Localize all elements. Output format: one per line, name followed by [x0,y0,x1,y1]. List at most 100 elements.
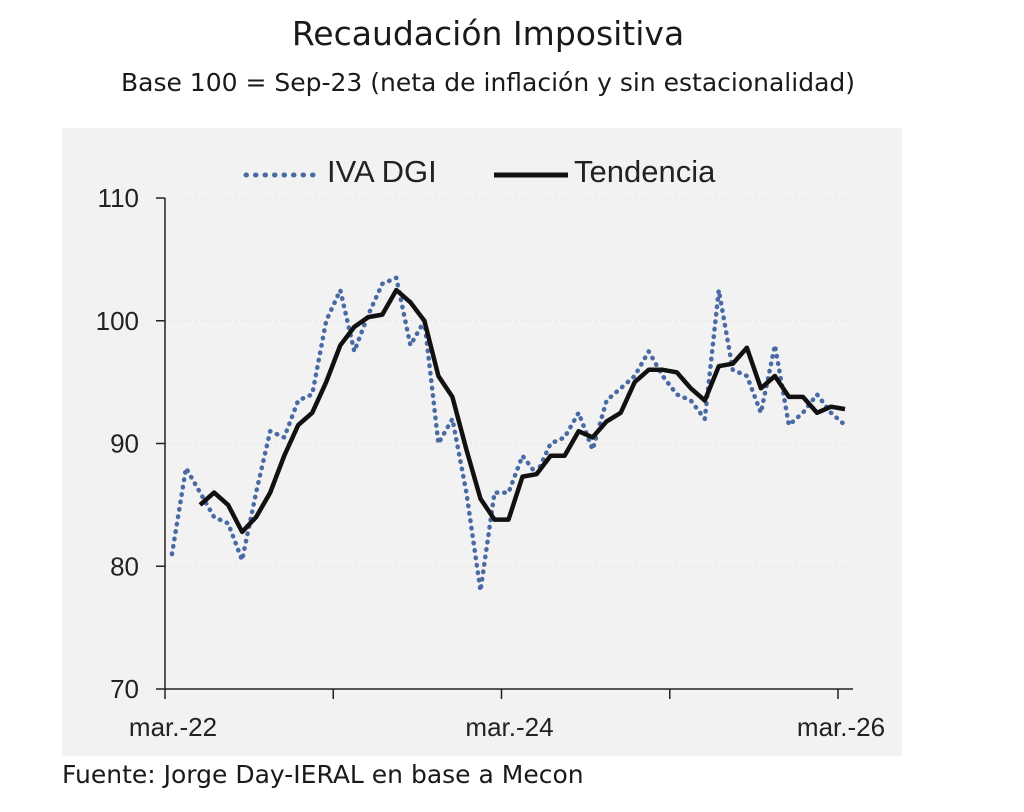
point-iva-dgi-9 [298,400,299,401]
chart-subtitle: Base 100 = Sep-23 (neta de inflación y s… [120,68,856,97]
point-iva-dgi-47 [830,412,831,413]
point-tendencia-36 [704,400,705,401]
point-tendencia-12 [368,317,369,318]
point-iva-dgi-35 [662,375,663,376]
point-tendencia-30 [620,412,621,413]
point-tendencia-27 [578,431,579,432]
axes: 70 80 90 100 110 mar.-22 mar.-24 mar.-26 [96,183,885,742]
point-iva-dgi-43 [774,345,775,346]
point-iva-dgi-40 [732,369,733,370]
point-tendencia-34 [676,372,677,373]
point-iva-dgi-3 [214,517,215,518]
point-iva-dgi-44 [788,425,789,426]
point-iva-dgi-29 [578,412,579,413]
point-tendencia-3 [242,531,243,532]
point-tendencia-45 [830,406,831,407]
point-iva-dgi-19 [438,443,439,444]
point-tendencia-31 [634,382,635,383]
point-iva-dgi-30 [592,449,593,450]
series-line-tendencia [198,287,846,535]
y-tick-label-100: 100 [96,306,139,336]
point-tendencia-42 [788,396,789,397]
point-iva-dgi-15 [382,283,383,284]
y-tick-label-80: 80 [110,551,139,581]
point-tendencia-24 [536,474,537,475]
point-iva-dgi-21 [466,492,467,493]
point-iva-dgi-4 [228,523,229,524]
point-iva-dgi-6 [256,492,257,493]
point-tendencia-44 [816,412,817,413]
point-iva-dgi-37 [690,400,691,401]
point-tendencia-43 [802,396,803,397]
point-tendencia-32 [648,369,649,370]
point-tendencia-22 [508,519,509,520]
point-iva-dgi-13 [354,351,355,352]
y-tick-label-90: 90 [110,429,139,459]
point-tendencia-11 [354,326,355,327]
point-iva-dgi-31 [606,400,607,401]
point-tendencia-35 [690,388,691,389]
point-tendencia-25 [550,455,551,456]
point-iva-dgi-38 [704,418,705,419]
point-tendencia-37 [718,366,719,367]
point-tendencia-15 [410,302,411,303]
point-iva-dgi-10 [312,394,313,395]
plot-panel [62,128,902,756]
legend: IVA DGI Tendencia [243,154,716,189]
point-tendencia-29 [606,421,607,422]
x-tick-label-mar-24: mar.-24 [465,712,553,742]
series-line-iva-dgi [169,275,848,594]
point-iva-dgi-36 [676,394,677,395]
point-iva-dgi-25 [522,455,523,456]
point-iva-dgi-45 [802,412,803,413]
point-tendencia-5 [270,492,271,493]
point-tendencia-4 [256,517,257,518]
point-iva-dgi-24 [508,492,509,493]
source-note: Fuente: Jorge Day-IERAL en base a Mecon [62,760,584,789]
point-tendencia-39 [746,347,747,348]
point-tendencia-33 [662,369,663,370]
point-tendencia-17 [438,375,439,376]
point-iva-dgi-33 [634,375,635,376]
point-iva-dgi-42 [760,412,761,413]
chart-title: Recaudación Impositiva [291,14,685,53]
point-tendencia-41 [774,375,775,376]
y-tick-label-70: 70 [110,674,139,704]
point-tendencia-23 [522,476,523,477]
series-lines [169,275,848,594]
point-tendencia-9 [326,382,327,383]
point-iva-dgi-27 [550,443,551,444]
x-tick-label-mar-26: mar.-26 [797,712,885,742]
point-iva-dgi-16 [396,277,397,278]
point-tendencia-38 [732,363,733,364]
point-tendencia-26 [564,455,565,456]
point-tendencia-21 [494,519,495,520]
point-tendencia-7 [298,425,299,426]
point-iva-dgi-0 [171,553,172,554]
point-iva-dgi-28 [564,437,565,438]
point-iva-dgi-1 [185,467,186,468]
point-tendencia-6 [284,455,285,456]
point-tendencia-18 [452,396,453,397]
y-tick-label-110: 110 [98,183,139,213]
point-tendencia-13 [382,314,383,315]
point-iva-dgi-8 [284,437,285,438]
point-iva-dgi-5 [242,560,243,561]
point-iva-dgi-17 [410,345,411,346]
point-iva-dgi-48 [844,425,845,426]
legend-label-tendencia: Tendencia [574,154,716,189]
point-iva-dgi-20 [452,418,453,419]
legend-label-iva-dgi: IVA DGI [327,154,437,189]
point-tendencia-20 [480,498,481,499]
point-iva-dgi-34 [648,351,649,352]
point-tendencia-19 [466,449,467,450]
point-tendencia-8 [312,412,313,413]
point-tendencia-16 [424,320,425,321]
point-iva-dgi-7 [270,431,271,432]
point-iva-dgi-46 [816,394,817,395]
point-iva-dgi-39 [718,290,719,291]
point-iva-dgi-11 [326,320,327,321]
point-tendencia-46 [844,409,845,410]
point-tendencia-1 [214,492,215,493]
